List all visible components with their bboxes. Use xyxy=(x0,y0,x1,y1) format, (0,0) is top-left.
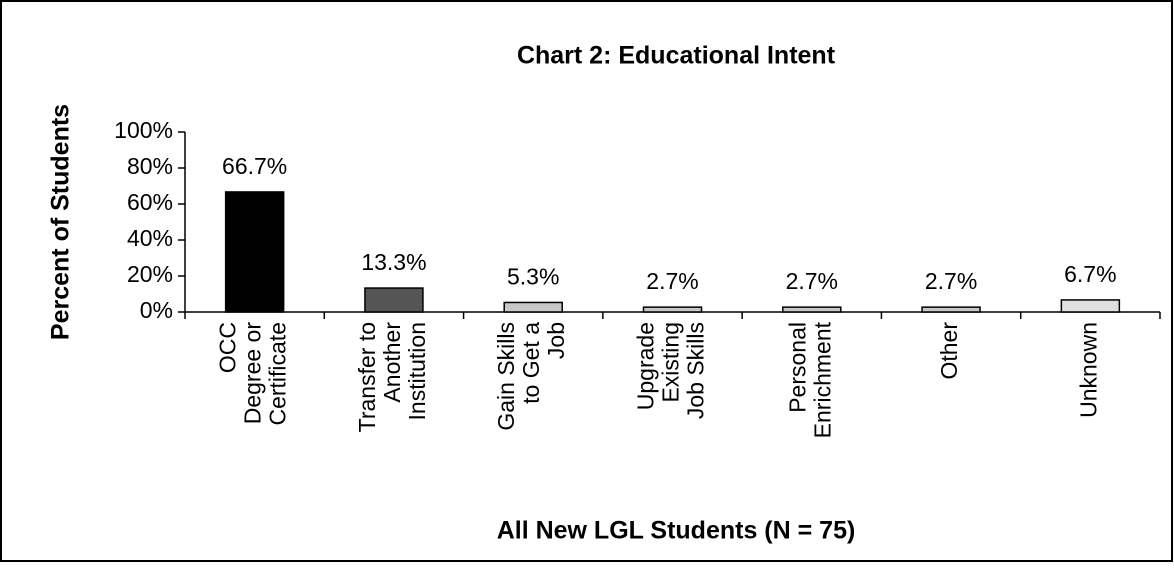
y-tick-label: 20% xyxy=(127,261,173,287)
value-label: 6.7% xyxy=(1064,261,1116,287)
bar xyxy=(642,306,703,313)
y-tick-label: 100% xyxy=(114,117,173,143)
x-tick-label: Gain Skillsto Get aJob xyxy=(493,322,569,431)
bar xyxy=(921,306,981,313)
x-tick-label: PersonalEnrichment xyxy=(784,321,835,438)
x-tick-label: UpgradeExistingJob Skills xyxy=(633,322,709,419)
value-label: 66.7% xyxy=(222,153,287,179)
value-label: 2.7% xyxy=(925,268,977,294)
y-tick-label: 40% xyxy=(127,225,173,251)
value-label: 2.7% xyxy=(646,268,698,294)
bar xyxy=(1060,299,1121,313)
y-tick-label: 0% xyxy=(140,297,173,323)
x-tick-label: OCCDegree orCertificate xyxy=(215,322,291,426)
bar xyxy=(503,301,563,313)
y-axis-label: Percent of Students xyxy=(47,104,75,340)
value-label: 5.3% xyxy=(507,264,559,290)
x-axis-label: All New LGL Students (N = 75) xyxy=(497,517,856,545)
x-tick-label: Transfer toAnotherInstitution xyxy=(354,322,430,433)
y-tick-label: 80% xyxy=(127,153,173,179)
bar xyxy=(224,191,285,313)
value-label: 2.7% xyxy=(786,268,838,294)
x-tick-label: Unknown xyxy=(1075,322,1101,418)
value-label: 13.3% xyxy=(361,249,426,275)
x-tick-label: Other xyxy=(936,322,962,380)
y-tick-label: 60% xyxy=(127,189,173,215)
bar xyxy=(364,287,424,313)
chart-title: Chart 2: Educational Intent xyxy=(517,42,836,70)
bar xyxy=(782,306,842,313)
